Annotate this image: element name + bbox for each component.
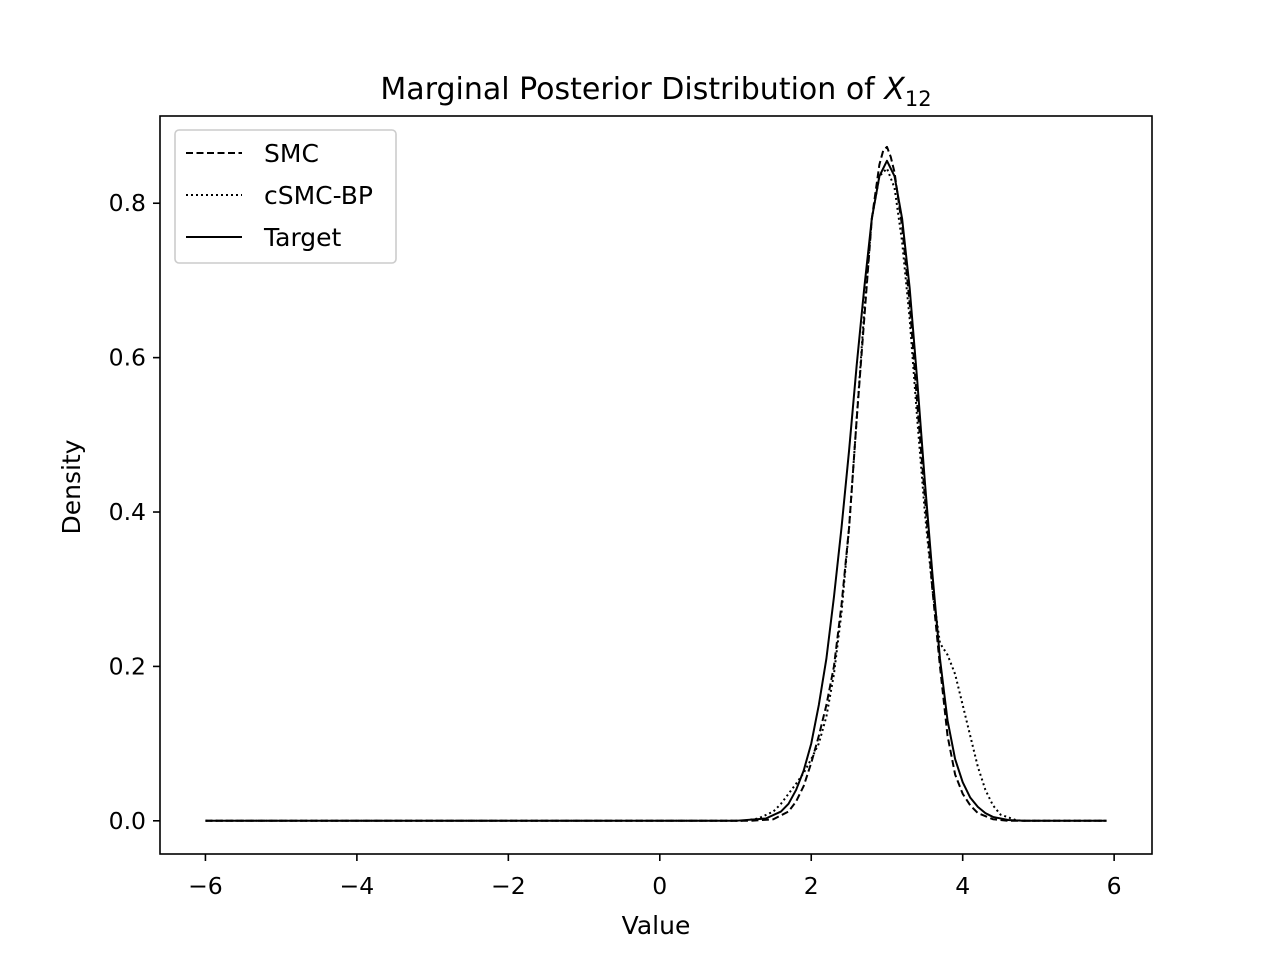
legend: SMC cSMC-BP Target xyxy=(174,129,397,264)
y-axis-label: Density xyxy=(57,439,86,534)
chart-title: Marginal Posterior Distribution of X12 xyxy=(380,72,931,111)
legend-label: cSMC-BP xyxy=(264,181,373,210)
x-axis-label: Value xyxy=(622,911,691,940)
x-tick-label: −6 xyxy=(188,872,223,900)
y-axis: 0.0 0.2 0.4 0.6 0.8 xyxy=(109,189,160,835)
series-line-smc xyxy=(205,145,1107,822)
legend-box xyxy=(174,129,397,264)
series-line-csmc-bp xyxy=(205,167,1107,822)
y-tick-label: 0.4 xyxy=(109,498,146,526)
plot-frame xyxy=(159,115,1153,855)
x-tick-label: −4 xyxy=(340,872,375,900)
legend-label: Target xyxy=(263,223,342,252)
y-tick-label: 0.8 xyxy=(109,189,146,217)
x-tick-label: 4 xyxy=(955,872,970,900)
x-axis: −6 −4 −2 0 2 4 6 xyxy=(188,854,1122,900)
x-tick-label: 6 xyxy=(1107,872,1122,900)
x-tick-label: 2 xyxy=(804,872,819,900)
legend-label: SMC xyxy=(264,139,319,168)
plot-area xyxy=(205,145,1107,822)
y-tick-label: 0.0 xyxy=(109,807,146,835)
series-line-target xyxy=(205,159,1107,822)
y-tick-label: 0.6 xyxy=(109,344,146,372)
y-tick-label: 0.2 xyxy=(109,652,146,680)
x-tick-label: 0 xyxy=(652,872,667,900)
x-tick-label: −2 xyxy=(491,872,526,900)
